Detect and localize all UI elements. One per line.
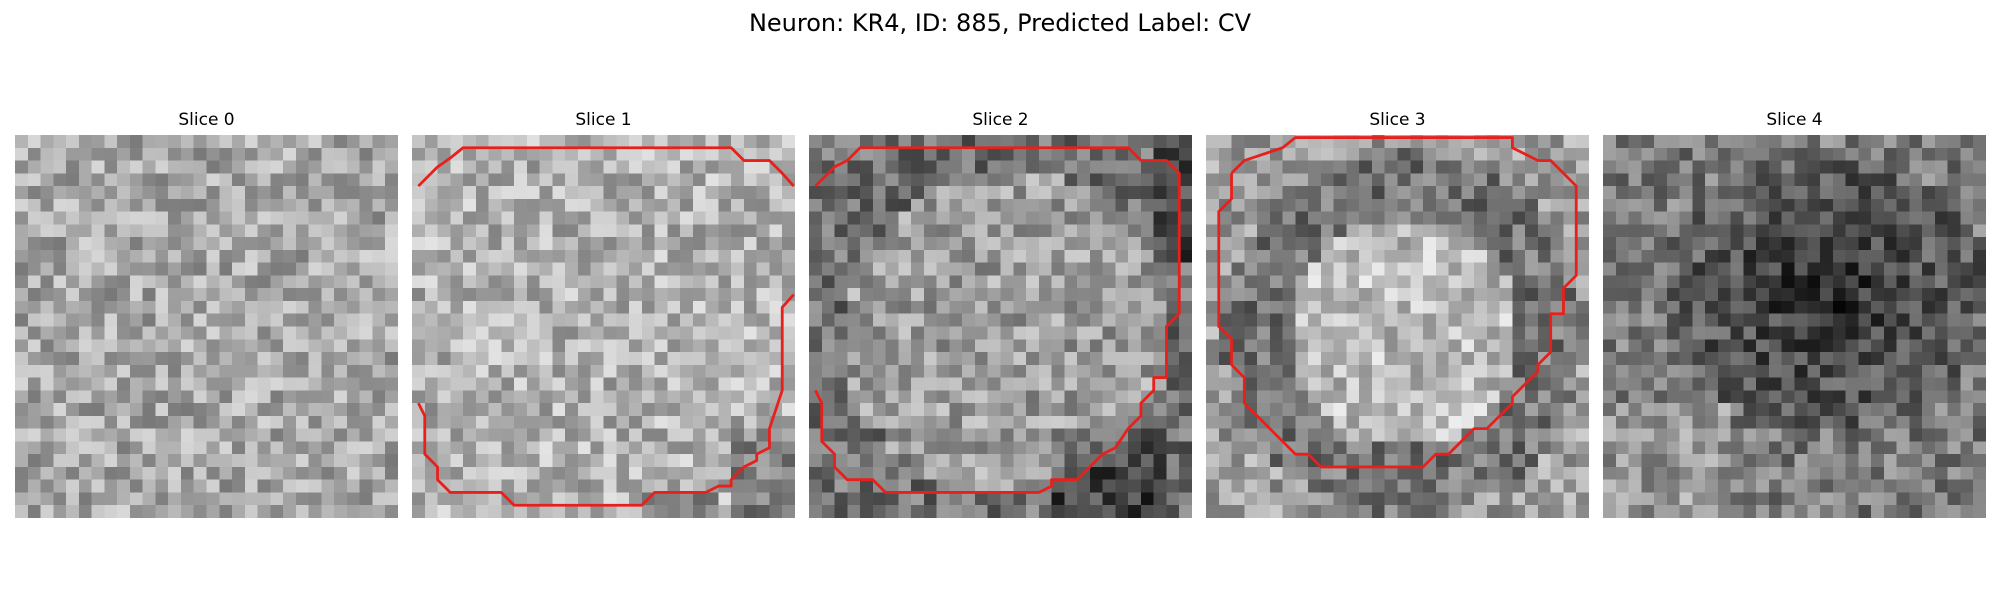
slice-image-3 [1206, 135, 1589, 518]
slice-title: Slice 4 [1603, 110, 1986, 130]
contour-overlay [1603, 135, 1986, 518]
slice-title: Slice 2 [809, 110, 1192, 130]
slice-title: Slice 0 [15, 110, 398, 130]
contour-overlay [809, 135, 1192, 518]
slice-image-0 [15, 135, 398, 518]
contour-overlay [412, 135, 795, 518]
slice-title: Slice 3 [1206, 110, 1589, 130]
contour-line [815, 148, 1179, 493]
slice-image-1 [412, 135, 795, 518]
slice-panel-4: Slice 4 [1603, 110, 1986, 518]
contour-overlay [1206, 135, 1589, 518]
contour-line [418, 295, 793, 506]
slice-title: Slice 1 [412, 110, 795, 130]
slice-panel-0: Slice 0 [15, 110, 398, 518]
slice-image-4 [1603, 135, 1986, 518]
contour-line [1219, 138, 1576, 467]
slice-panel-2: Slice 2 [809, 110, 1192, 518]
figure-title: Neuron: KR4, ID: 885, Predicted Label: C… [0, 8, 2000, 38]
slice-image-2 [809, 135, 1192, 518]
contour-line [418, 148, 793, 186]
slice-panel-1: Slice 1 [412, 110, 795, 518]
contour-overlay [15, 135, 398, 518]
slice-panel-3: Slice 3 [1206, 110, 1589, 518]
